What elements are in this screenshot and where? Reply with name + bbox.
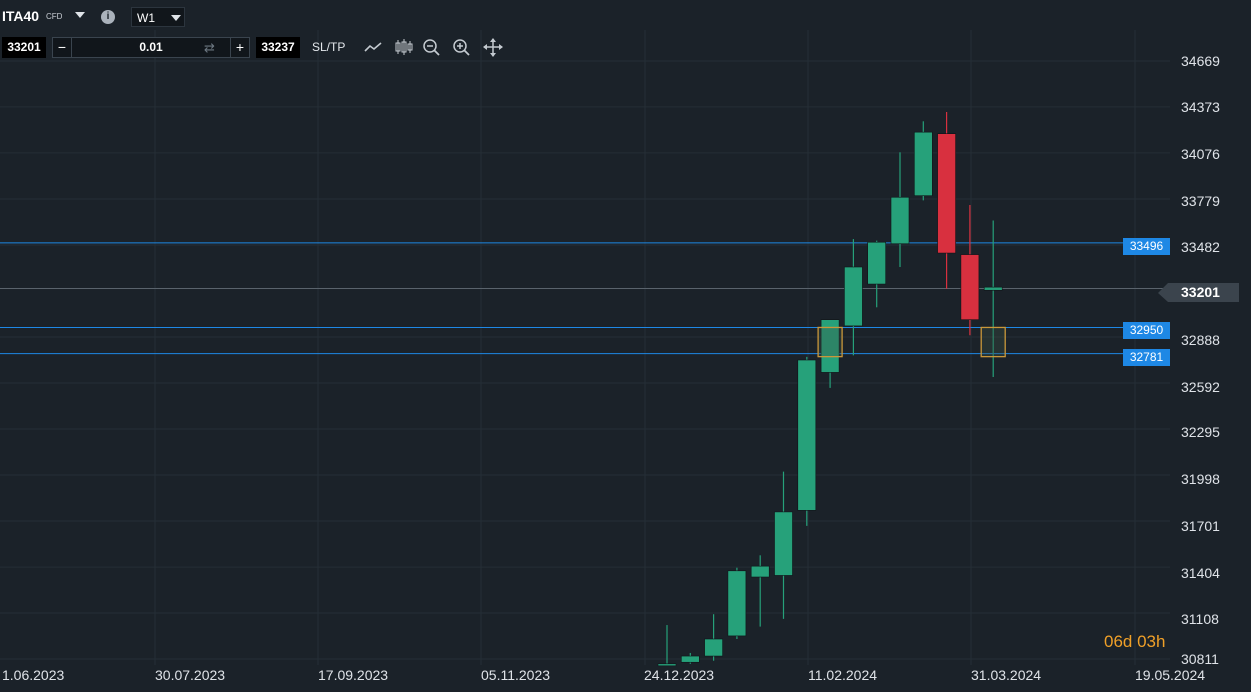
- y-axis-label: 33779: [1181, 193, 1220, 209]
- candle-body: [983, 286, 1003, 291]
- sell-price[interactable]: 33201: [2, 37, 46, 58]
- x-axis-label: 11.02.2024: [808, 667, 878, 683]
- horizontal-line-tag[interactable]: 32781: [1123, 349, 1170, 366]
- quantity-decrease-button[interactable]: −: [52, 37, 72, 58]
- y-axis-label: 34669: [1181, 53, 1220, 69]
- order-box: [817, 326, 843, 358]
- candle-body: [867, 241, 887, 285]
- candle-body: [820, 319, 840, 373]
- x-axis-label: 05.11.2023: [481, 667, 551, 683]
- swap-icon[interactable]: ⇄: [204, 40, 215, 55]
- order-box: [980, 326, 1006, 358]
- buy-price[interactable]: 33237: [256, 37, 300, 58]
- horizontal-line-tag[interactable]: 32950: [1123, 322, 1170, 339]
- y-axis-label: 31404: [1181, 565, 1220, 581]
- current-price-tag: 33201: [1158, 283, 1239, 302]
- y-axis-label: 34373: [1181, 99, 1220, 115]
- candle-body: [750, 565, 770, 578]
- candle-body: [844, 266, 863, 327]
- candle-body: [913, 131, 933, 196]
- line-chart-icon[interactable]: [362, 37, 384, 58]
- top-bar: ITA40 CFD i W1: [0, 0, 1251, 34]
- x-axis-label: 19.05.2024: [1135, 667, 1206, 683]
- info-icon[interactable]: i: [101, 10, 115, 24]
- candles: [657, 111, 1003, 667]
- chevron-down-icon: [171, 15, 181, 21]
- candle-body: [657, 663, 677, 667]
- y-axis-label: 31998: [1181, 471, 1220, 487]
- zoom-in-icon[interactable]: [451, 37, 473, 58]
- current-price-value: 33201: [1181, 284, 1220, 300]
- y-axis-label: 32888: [1181, 332, 1220, 348]
- candle-body: [774, 511, 793, 576]
- instrument-type-label: CFD: [46, 12, 63, 21]
- candlestick-icon[interactable]: [393, 37, 415, 58]
- timeframe-select[interactable]: W1: [131, 7, 185, 27]
- quantity-increase-button[interactable]: +: [230, 37, 250, 58]
- symbol-dropdown-icon[interactable]: [75, 12, 85, 18]
- y-axis-label: 33482: [1181, 239, 1220, 255]
- x-axis-label: 30.07.2023: [155, 667, 226, 683]
- y-axis-label: 31108: [1181, 611, 1219, 627]
- x-axis-label: 24.12.2023: [644, 667, 715, 683]
- candle-body: [890, 196, 910, 245]
- sltp-button[interactable]: SL/TP: [312, 40, 346, 54]
- order-boxes: [817, 326, 1006, 358]
- horizontal-line-tag[interactable]: 33496: [1123, 238, 1170, 255]
- candle-body: [680, 655, 700, 663]
- symbol-name[interactable]: ITA40: [2, 8, 40, 24]
- move-icon[interactable]: [482, 37, 504, 58]
- candle-body: [960, 254, 980, 320]
- y-axis-label: 32592: [1181, 379, 1220, 395]
- candle-body: [704, 638, 723, 657]
- y-axis-label: 32295: [1181, 424, 1220, 440]
- y-axis-label: 31701: [1181, 518, 1220, 534]
- x-axis-label: 17.09.2023: [318, 667, 389, 683]
- timeframe-value: W1: [137, 11, 155, 25]
- x-axis-label: 1.06.2023: [2, 667, 65, 683]
- y-axis-label: 34076: [1181, 146, 1220, 162]
- y-axis-label: 30811: [1181, 651, 1219, 667]
- x-axis-label: 31.03.2024: [971, 667, 1042, 683]
- zoom-out-icon[interactable]: [421, 37, 443, 58]
- quantity-input[interactable]: 0.01: [72, 37, 230, 58]
- candle-countdown: 06d 03h: [1104, 632, 1166, 651]
- candle-body: [937, 133, 956, 254]
- candle-body: [797, 359, 817, 511]
- candle-body: [727, 570, 747, 637]
